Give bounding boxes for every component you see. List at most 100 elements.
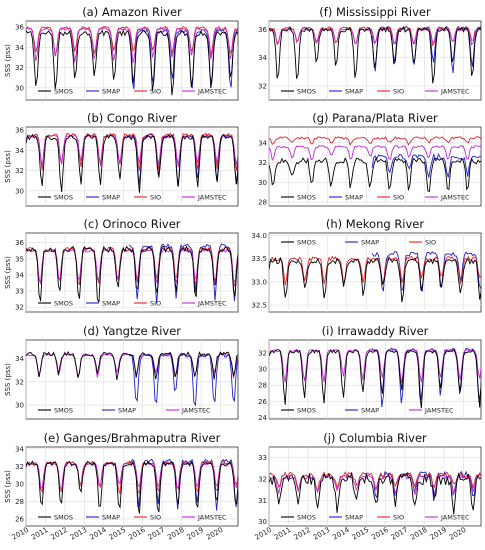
y-tick-label: 36 xyxy=(15,127,24,135)
legend-label: JAMSTEC xyxy=(197,87,227,95)
legend-label: SMOS xyxy=(54,299,73,307)
series-line-smos xyxy=(26,460,238,514)
y-tick-label: 32 xyxy=(15,64,24,72)
series-line-smos xyxy=(269,156,481,192)
y-tick-label: 33.5 xyxy=(251,255,267,263)
x-tick-label: 2020 xyxy=(205,526,224,542)
y-tick-label: 33 xyxy=(15,288,24,296)
legend-label: JAMSTEC xyxy=(197,299,227,307)
y-tick-label: 31 xyxy=(258,497,267,505)
y-tick-label: 28 xyxy=(15,498,24,506)
series-line-jamstec xyxy=(269,28,481,46)
legend-label: SMAP xyxy=(361,238,379,246)
series-line-sio xyxy=(26,460,238,496)
x-tick-label: 2011 xyxy=(30,526,49,542)
y-axis-label: SSS (pss) xyxy=(4,44,12,77)
x-tick-label: 2012 xyxy=(292,526,311,542)
y-tick-label: 28 xyxy=(258,199,267,207)
panel-6: (f) Mississippi River 32 34 36 SMOS SMAP SIO JA… xyxy=(258,5,482,101)
legend-label: SMOS xyxy=(297,87,316,95)
y-tick-label: 34.0 xyxy=(251,232,267,240)
y-tick-label: 34 xyxy=(258,139,267,147)
legend-label: SIO xyxy=(393,513,404,521)
series-line-smos xyxy=(26,133,238,193)
legend-label: SIO xyxy=(150,299,161,307)
legend-label: SMAP xyxy=(345,87,363,95)
plot-frame xyxy=(268,232,482,313)
legend-label: SIO xyxy=(150,87,161,95)
legend-label: SIO xyxy=(150,193,161,201)
y-tick-label: 32 xyxy=(15,167,24,175)
panel-title: (h) Mekong River xyxy=(326,217,425,231)
panel-10: (j) Columbia River 30 31 32 33 SMOS SMAP SIO JAM… xyxy=(254,431,482,542)
y-tick-label: 33.0 xyxy=(251,278,267,286)
y-tick-label: 32 xyxy=(258,159,267,167)
y-tick-label: 30 xyxy=(258,366,267,374)
y-tick-label: 28 xyxy=(258,382,267,390)
series-line-smos xyxy=(26,245,238,303)
series-line-smap xyxy=(128,243,238,304)
x-tick-label: 2019 xyxy=(186,526,205,542)
panel-title: (b) Congo River xyxy=(87,111,177,125)
y-tick-label: 36 xyxy=(258,26,267,34)
legend-label: JAMSTEC xyxy=(424,406,454,414)
y-axis-label: SSS (pss) xyxy=(4,150,12,183)
y-tick-label: 32.5 xyxy=(251,302,267,310)
x-tick-label: 2014 xyxy=(331,526,351,542)
panel-8: (h) Mekong River 32.5 33.0 33.5 34.0 SMOS SMAP… xyxy=(251,217,482,313)
x-tick-label: 2020 xyxy=(448,526,467,542)
x-tick-label: 2019 xyxy=(429,526,448,542)
legend-label: JAMSTEC xyxy=(197,193,227,201)
y-tick-label: 30 xyxy=(15,402,24,410)
panel-1: (a) Amazon River 30 32 34 36 SSS (pss) SMOS SMA… xyxy=(4,5,239,101)
x-tick-label: 2015 xyxy=(108,526,127,542)
y-tick-label: 32 xyxy=(258,349,267,357)
y-tick-label: 34 xyxy=(258,54,267,62)
series-line-sio xyxy=(26,25,238,57)
legend-label: SMAP xyxy=(345,193,363,201)
y-tick-label: 32 xyxy=(258,476,267,484)
legend-label: SMOS xyxy=(54,513,73,521)
panel-title: (j) Columbia River xyxy=(323,431,427,445)
panel-5: (e) Ganges/Brahmaputra River 26 28 30 32 34 SS… xyxy=(4,431,239,542)
series-line-smos xyxy=(269,348,481,409)
legend-label: SMOS xyxy=(54,406,73,414)
series-line-smos xyxy=(26,350,238,380)
y-tick-label: 36 xyxy=(15,239,24,247)
series-line-jamstec xyxy=(26,248,238,285)
legend-label: SMAP xyxy=(345,513,363,521)
y-tick-label: 26 xyxy=(15,515,24,523)
y-axis-label: SSS (pss) xyxy=(4,363,12,396)
series-line-smap xyxy=(371,470,481,502)
y-tick-label: 30 xyxy=(15,187,24,195)
legend-label: SMOS xyxy=(54,193,73,201)
plot-frame xyxy=(268,20,482,101)
y-tick-label: 30 xyxy=(258,179,267,187)
y-tick-label: 34 xyxy=(15,445,24,453)
series-line-smap xyxy=(371,251,481,293)
y-tick-label: 30 xyxy=(15,84,24,92)
x-tick-label: 2018 xyxy=(166,526,185,542)
legend-label: SIO xyxy=(393,193,404,201)
y-tick-label: 32 xyxy=(15,304,24,312)
y-tick-label: 33 xyxy=(258,454,267,462)
panel-3: (c) Orinoco River 32 33 34 35 36 SSS (pss) SMOS… xyxy=(4,217,239,313)
series-line-jamstec xyxy=(269,145,481,162)
panel-2: (b) Congo River 30 32 34 36 SSS (pss) SMOS SMAP… xyxy=(4,111,239,207)
x-tick-label: 2015 xyxy=(351,526,370,542)
panel-title: (c) Orinoco River xyxy=(83,217,180,231)
legend-label: SMOS xyxy=(297,238,316,246)
y-tick-label: 32 xyxy=(15,378,24,386)
x-tick-label: 2011 xyxy=(273,526,292,542)
series-line-jamstec xyxy=(26,27,238,64)
legend-label: SMAP xyxy=(102,193,120,201)
legend-label: SIO xyxy=(425,238,436,246)
series-line-jamstec xyxy=(26,353,238,379)
panel-title: (f) Mississippi River xyxy=(319,5,431,19)
y-axis-label: SSS (pss) xyxy=(4,470,12,503)
panel-title: (a) Amazon River xyxy=(82,5,182,19)
y-tick-label: 35 xyxy=(15,255,24,263)
panel-title: (i) Irrawaddy River xyxy=(322,324,429,338)
